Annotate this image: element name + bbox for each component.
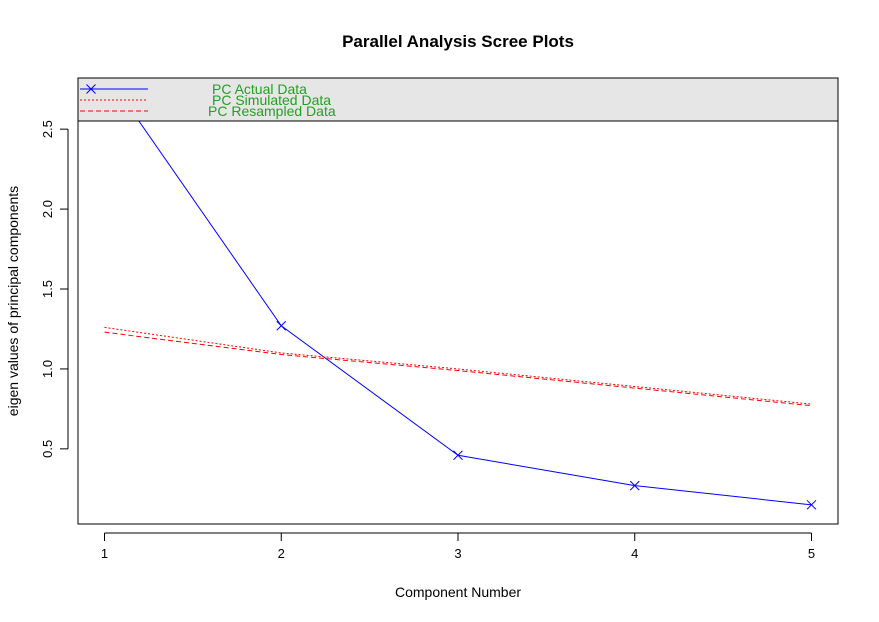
y-tick-label: 0.5 <box>40 440 55 458</box>
x-tick-label: 1 <box>101 546 108 561</box>
axes: 1 2 3 4 5 0.5 1.0 1.5 2.0 2.5 <box>40 120 815 561</box>
series-line-3 <box>104 331 812 407</box>
y-axis-label: eigen values of principal components <box>5 186 21 416</box>
legend-label-3: PC Resampled Data <box>208 103 336 119</box>
legend-marker-icon <box>86 84 96 94</box>
x-axis-label: Component Number <box>395 584 521 600</box>
legend-box <box>77 77 839 122</box>
y-tick-label: 1.0 <box>40 360 55 378</box>
data-point <box>806 499 817 510</box>
legend-label-1: PC Actual Data <box>212 81 307 97</box>
data-point <box>276 320 287 331</box>
series-layer <box>100 67 817 510</box>
x-tick-label: 3 <box>454 546 461 561</box>
x-tick-label: 5 <box>808 546 815 561</box>
chart-title: Parallel Analysis Scree Plots <box>342 32 574 51</box>
data-point <box>100 67 109 76</box>
data-point <box>453 450 463 461</box>
y-tick-label: 1.5 <box>40 280 55 298</box>
legend-label-2: PC Simulated Data <box>212 92 331 108</box>
series-line-1 <box>108 78 812 506</box>
y-tick-label: 2.0 <box>40 200 55 218</box>
data-point <box>629 480 640 491</box>
x-tick-label: 4 <box>631 546 638 561</box>
plot-frame <box>77 77 839 525</box>
y-tick-label: 2.5 <box>40 120 55 138</box>
x-tick-label: 2 <box>278 546 285 561</box>
series-line-2 <box>104 326 812 405</box>
